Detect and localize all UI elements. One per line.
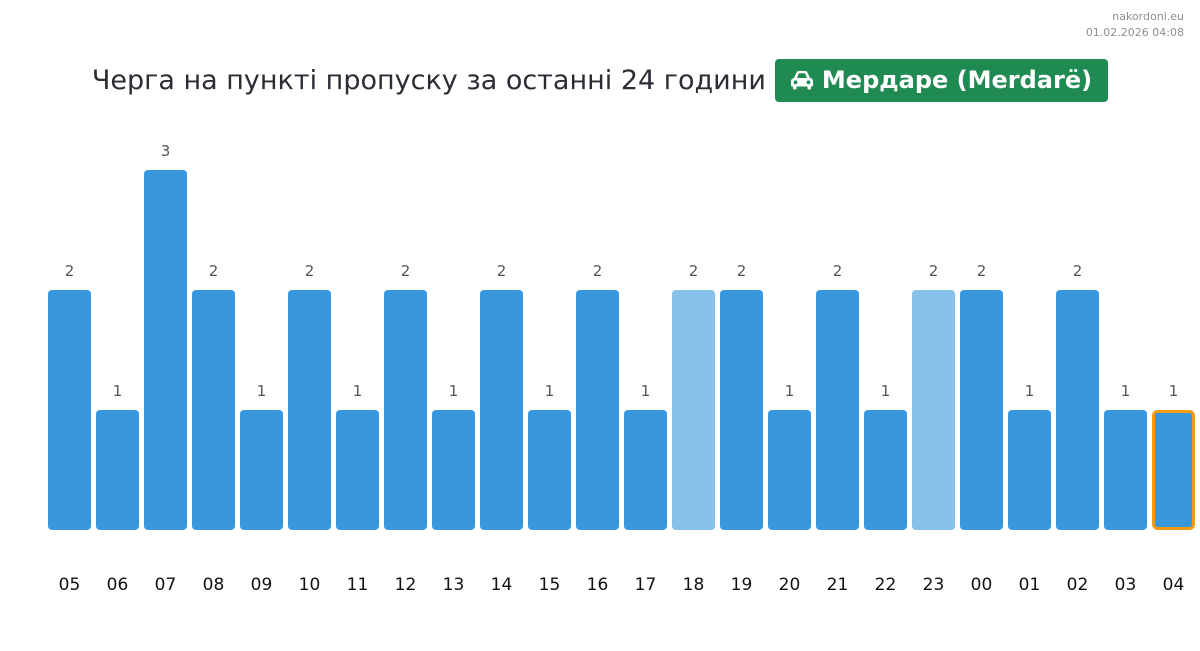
checkpoint-badge: Мердаре (Merdarë) bbox=[774, 58, 1109, 102]
x-tick-label-23: 23 bbox=[923, 575, 945, 595]
bar-14 bbox=[480, 290, 523, 530]
bar-03 bbox=[1104, 410, 1147, 530]
bar-10 bbox=[288, 290, 331, 530]
x-tick-label-20: 20 bbox=[779, 575, 801, 595]
x-tick-label-22: 22 bbox=[875, 575, 897, 595]
site-info: nakordoni.eu 01.02.2026 04:08 bbox=[1086, 9, 1184, 41]
x-tick-label-05: 05 bbox=[59, 575, 81, 595]
x-tick-label-12: 12 bbox=[395, 575, 417, 595]
bar-19 bbox=[720, 290, 763, 530]
chart-title: Черга на пункті пропуску за останні 24 г… bbox=[91, 64, 766, 96]
x-tick-label-16: 16 bbox=[587, 575, 609, 595]
value-label-14: 2 bbox=[497, 262, 507, 280]
bar-21 bbox=[816, 290, 859, 530]
bar-23 bbox=[912, 290, 955, 530]
value-label-10: 2 bbox=[305, 262, 315, 280]
bar-11 bbox=[336, 410, 379, 530]
x-tick-label-14: 14 bbox=[491, 575, 513, 595]
bar-16 bbox=[576, 290, 619, 530]
value-label-01: 1 bbox=[1025, 382, 1035, 400]
bar-07 bbox=[144, 170, 187, 530]
value-label-05: 2 bbox=[65, 262, 75, 280]
x-tick-label-11: 11 bbox=[347, 575, 369, 595]
value-label-08: 2 bbox=[209, 262, 219, 280]
value-label-20: 1 bbox=[785, 382, 795, 400]
value-label-04: 1 bbox=[1169, 382, 1179, 400]
x-tick-label-02: 02 bbox=[1067, 575, 1089, 595]
value-label-11: 1 bbox=[353, 382, 363, 400]
bar-06 bbox=[96, 410, 139, 530]
x-tick-label-09: 09 bbox=[251, 575, 273, 595]
bar-22 bbox=[864, 410, 907, 530]
value-label-19: 2 bbox=[737, 262, 747, 280]
bar-00 bbox=[960, 290, 1003, 530]
x-tick-label-17: 17 bbox=[635, 575, 657, 595]
x-tick-label-13: 13 bbox=[443, 575, 465, 595]
bar-13 bbox=[432, 410, 475, 530]
x-tick-label-07: 07 bbox=[155, 575, 177, 595]
site-name: nakordoni.eu bbox=[1112, 10, 1184, 23]
value-label-22: 1 bbox=[881, 382, 891, 400]
value-label-16: 2 bbox=[593, 262, 603, 280]
value-label-17: 1 bbox=[641, 382, 651, 400]
value-label-23: 2 bbox=[929, 262, 939, 280]
car-icon bbox=[790, 71, 813, 90]
value-label-06: 1 bbox=[113, 382, 123, 400]
title-row: Черга на пункті пропуску за останні 24 г… bbox=[0, 58, 1200, 102]
x-tick-label-06: 06 bbox=[107, 575, 129, 595]
x-tick-label-03: 03 bbox=[1115, 575, 1137, 595]
x-tick-label-04: 04 bbox=[1163, 575, 1185, 595]
bar-15 bbox=[528, 410, 571, 530]
value-label-07: 3 bbox=[161, 142, 171, 160]
bar-12 bbox=[384, 290, 427, 530]
bar-02 bbox=[1056, 290, 1099, 530]
bar-17 bbox=[624, 410, 667, 530]
x-tick-label-18: 18 bbox=[683, 575, 705, 595]
bar-08 bbox=[192, 290, 235, 530]
value-label-21: 2 bbox=[833, 262, 843, 280]
bar-09 bbox=[240, 410, 283, 530]
value-label-09: 1 bbox=[257, 382, 267, 400]
x-tick-label-08: 08 bbox=[203, 575, 225, 595]
value-label-00: 2 bbox=[977, 262, 987, 280]
bar-18 bbox=[672, 290, 715, 530]
value-label-03: 1 bbox=[1121, 382, 1131, 400]
x-tick-label-01: 01 bbox=[1019, 575, 1041, 595]
checkpoint-name: Мердаре (Merdarë) bbox=[821, 66, 1093, 94]
bar-20 bbox=[768, 410, 811, 530]
bar-04 bbox=[1152, 410, 1195, 530]
timestamp: 01.02.2026 04:08 bbox=[1085, 26, 1184, 39]
x-tick-label-10: 10 bbox=[299, 575, 321, 595]
x-tick-label-19: 19 bbox=[731, 575, 753, 595]
bar-05 bbox=[48, 290, 91, 530]
x-tick-label-21: 21 bbox=[827, 575, 849, 595]
x-tick-label-15: 15 bbox=[539, 575, 561, 595]
value-label-12: 2 bbox=[401, 262, 411, 280]
value-label-02: 2 bbox=[1073, 262, 1083, 280]
x-tick-label-00: 00 bbox=[971, 575, 993, 595]
bar-01 bbox=[1008, 410, 1051, 530]
value-label-15: 1 bbox=[545, 382, 555, 400]
value-label-18: 2 bbox=[689, 262, 699, 280]
value-label-13: 1 bbox=[449, 382, 459, 400]
